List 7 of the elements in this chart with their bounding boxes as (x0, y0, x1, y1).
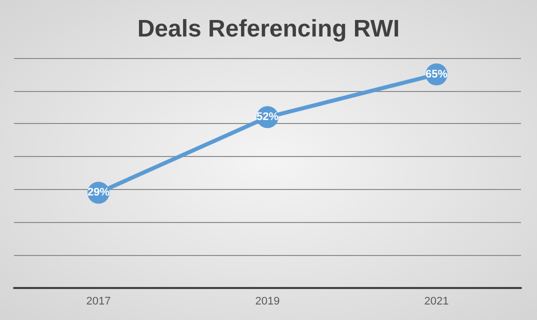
data-label: 52% (256, 111, 279, 124)
x-tick-label: 2019 (255, 296, 280, 308)
data-label: 29% (87, 186, 110, 199)
x-tick-label: 2021 (424, 296, 449, 308)
chart-title: Deals Referencing RWI (137, 16, 400, 42)
data-label: 65% (425, 68, 448, 80)
x-tick-label: 2017 (86, 296, 111, 308)
